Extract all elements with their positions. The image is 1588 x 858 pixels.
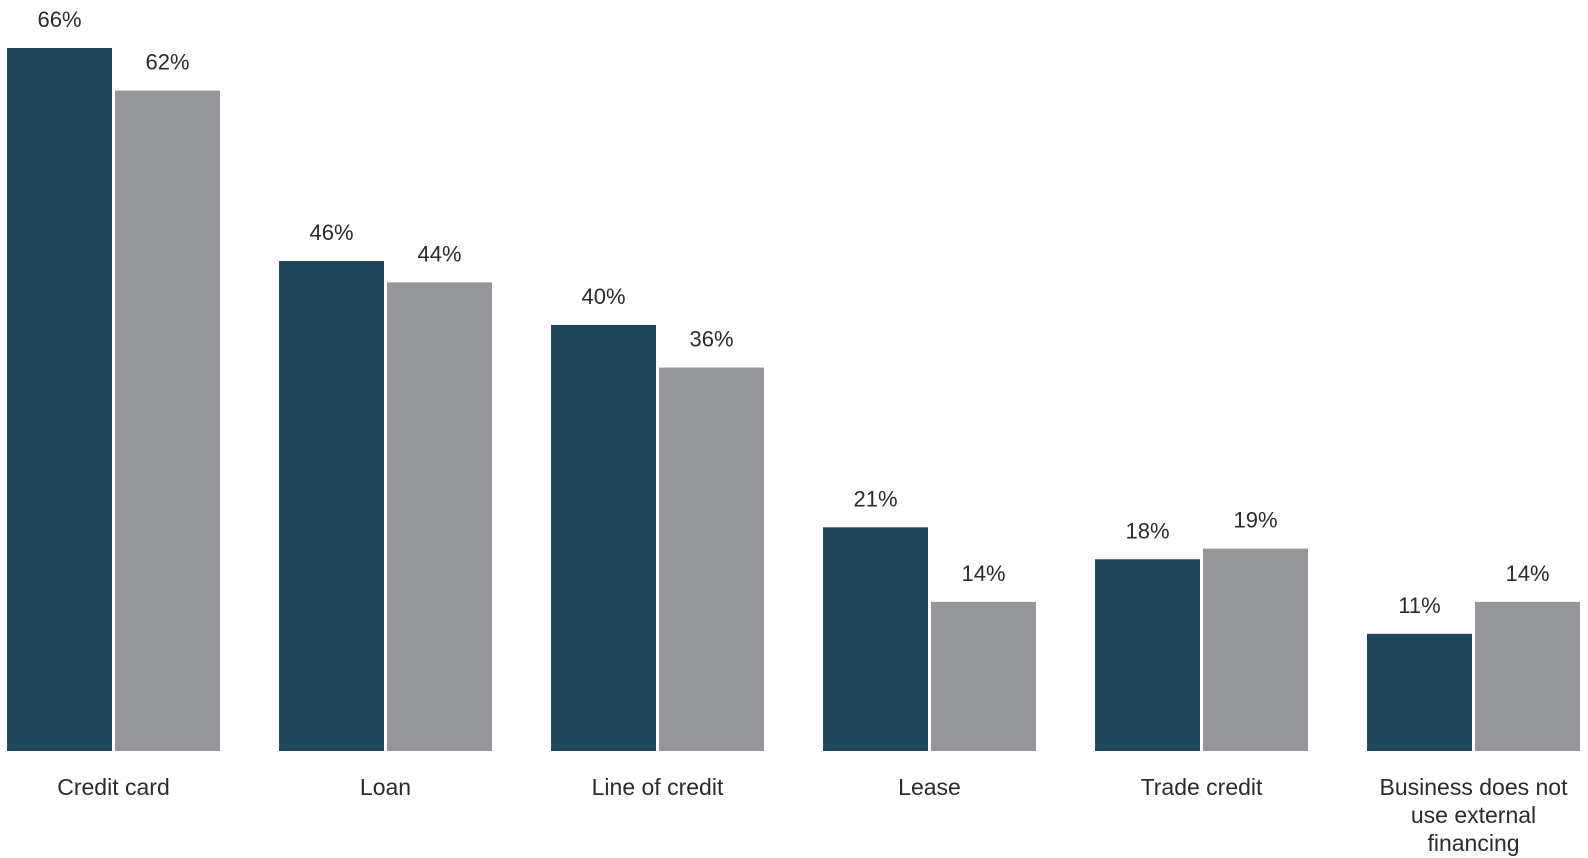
value-labels-group: 66% 62% 46% 44% 40% 36% 21% 14% 18% 19% 11% 14% [37, 7, 1549, 618]
bar-series-1-cat-5 [1095, 559, 1200, 751]
data-label: 40% [581, 284, 625, 309]
bar-series-2-cat-6 [1475, 601, 1580, 751]
bar-series-2-cat-5 [1203, 548, 1308, 751]
data-label: 62% [145, 50, 189, 75]
bar-series-1-cat-4 [823, 527, 928, 751]
bar-series-2-cat-2 [387, 282, 492, 751]
bar-series-1-cat-2 [279, 261, 384, 751]
data-label: 14% [1505, 561, 1549, 586]
x-tick-label: Lease [898, 774, 961, 800]
x-tick-label: Loan [360, 774, 411, 800]
data-label: 44% [417, 241, 461, 266]
bar-series-2-cat-1 [115, 90, 220, 751]
category-labels-group: Credit card Loan Line of credit Lease Trade … [57, 774, 1568, 856]
data-label: 14% [961, 561, 1005, 586]
bar-series-1-cat-3 [551, 324, 656, 751]
bar-series-2-cat-4 [931, 601, 1036, 751]
bar-series-1-cat-1 [7, 48, 112, 751]
data-label: 46% [309, 220, 353, 245]
x-tick-label: Business does not use external financing [1380, 774, 1569, 856]
bars-group [7, 48, 1580, 751]
data-label: 11% [1398, 593, 1440, 618]
x-tick-label: Line of credit [592, 774, 724, 800]
x-tick-label: Trade credit [1141, 774, 1263, 800]
data-label: 66% [37, 7, 81, 32]
bar-series-1-cat-6 [1367, 633, 1472, 751]
data-label: 21% [853, 486, 897, 511]
data-label: 19% [1233, 508, 1277, 533]
x-tick-label: Credit card [57, 774, 169, 800]
data-label: 18% [1125, 518, 1169, 543]
data-label: 36% [689, 327, 733, 352]
bar-series-2-cat-3 [659, 367, 764, 751]
